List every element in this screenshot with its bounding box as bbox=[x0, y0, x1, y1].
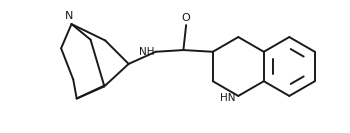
Text: NH: NH bbox=[139, 47, 154, 57]
Text: HN: HN bbox=[220, 93, 236, 103]
Text: O: O bbox=[182, 13, 190, 23]
Text: N: N bbox=[65, 11, 73, 21]
